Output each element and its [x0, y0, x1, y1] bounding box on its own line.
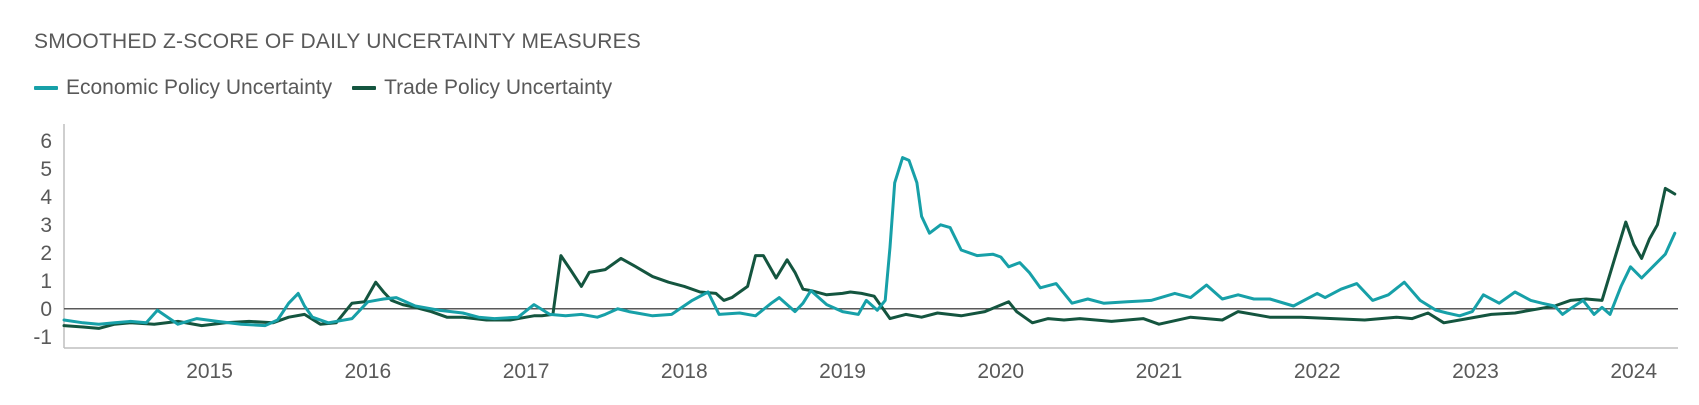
y-tick-label: 3 [40, 214, 52, 237]
chart-title: SMOOTHED Z-SCORE OF DAILY UNCERTAINTY ME… [34, 30, 642, 53]
y-tick-label: 2 [40, 242, 52, 265]
y-tick-label: 5 [40, 158, 52, 181]
x-tick-label: 2017 [503, 360, 550, 383]
y-tick-label: 6 [40, 130, 52, 153]
x-tick-label: 2020 [977, 360, 1024, 383]
legend-label-tpu: Trade Policy Uncertainty [384, 76, 613, 99]
legend-item-epu: Economic Policy Uncertainty [34, 76, 332, 100]
legend-item-tpu: Trade Policy Uncertainty [352, 76, 612, 100]
legend-swatch-tpu [352, 86, 377, 90]
x-tick-label: 2021 [1136, 360, 1183, 383]
y-tick-label: 1 [40, 270, 52, 293]
series-line-economic-policy-uncertainty [62, 156, 1677, 328]
x-tick-label: 2018 [661, 360, 708, 383]
chart-legend: Economic Policy Uncertainty Trade Policy… [34, 76, 632, 100]
series-lines [62, 156, 1677, 330]
x-tick-labels: 2015 2016 2017 2018 2019 2020 2021 2022 2023 2024 [186, 360, 1657, 383]
series-line-trade-policy-uncertainty [62, 186, 1677, 330]
x-tick-label: 2016 [344, 360, 391, 383]
legend-swatch-epu [34, 86, 58, 90]
legend-label-epu: Economic Policy Uncertainty [66, 76, 333, 99]
y-tick-label: -1 [33, 326, 52, 349]
x-tick-label: 2022 [1294, 360, 1341, 383]
y-tick-label: 0 [40, 298, 52, 321]
x-tick-label: 2019 [819, 360, 866, 383]
y-tick-label: 4 [40, 186, 52, 209]
x-tick-label: 2024 [1610, 360, 1657, 383]
x-tick-label: 2023 [1452, 360, 1499, 383]
x-tick-label: 2015 [186, 360, 233, 383]
y-tick-labels: 6 5 4 3 2 1 0 -1 [33, 130, 52, 349]
